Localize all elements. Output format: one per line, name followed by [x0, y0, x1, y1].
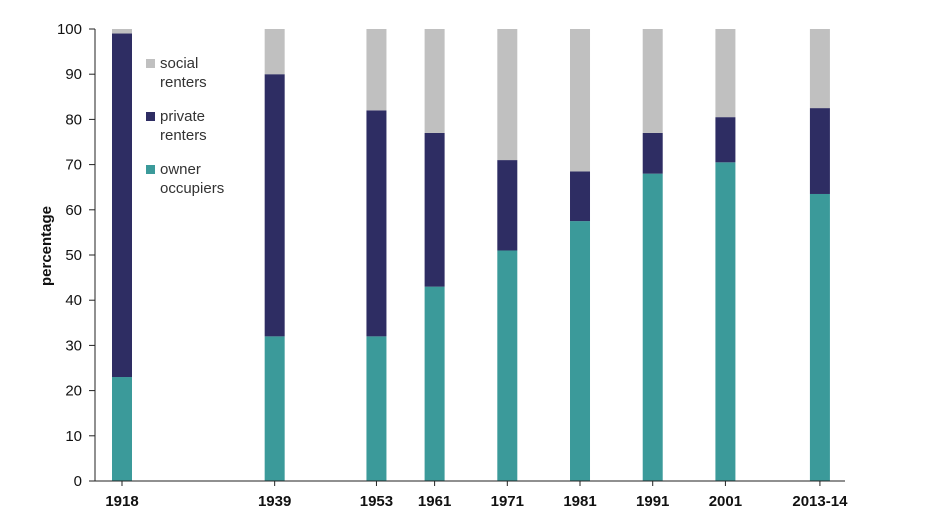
x-tick-label-2013-14: 2013-14	[792, 493, 848, 510]
bar-segment-owner-occupiers-1991	[642, 173, 663, 481]
bar-segment-social-renters-2001	[715, 29, 736, 118]
bar-segment-social-renters-1953	[366, 29, 387, 111]
bar-segment-social-renters-1961	[424, 29, 445, 133]
bar-segment-private-renters-1971	[497, 160, 518, 251]
x-tick-label-1939: 1939	[258, 493, 291, 510]
bar-segment-private-renters-1991	[642, 132, 663, 174]
legend-label-line1: owner	[160, 161, 201, 178]
y-tick-label: 50	[65, 247, 82, 264]
y-tick-label: 40	[65, 292, 82, 309]
x-tick-label-1961: 1961	[418, 493, 451, 510]
legend-label-line2: renters	[160, 127, 207, 144]
bar-segment-owner-occupiers-2013-14	[809, 193, 830, 482]
bar-segment-owner-occupiers-1981	[570, 221, 591, 481]
x-tick-label-1918: 1918	[105, 493, 138, 510]
bar-segment-owner-occupiers-1971	[497, 250, 518, 481]
bar-segment-social-renters-1991	[642, 29, 663, 133]
legend-label-line1: private	[160, 108, 205, 125]
x-tick-label-2001: 2001	[709, 493, 742, 510]
x-tick-label-1981: 1981	[563, 493, 596, 510]
legend-label-line2: occupiers	[160, 180, 224, 197]
y-tick-label: 20	[65, 383, 82, 400]
bar-segment-private-renters-1981	[570, 171, 591, 222]
bar-segment-owner-occupiers-2001	[715, 162, 736, 481]
bar-segment-social-renters-1981	[570, 29, 591, 172]
bar-segment-owner-occupiers-1918	[112, 377, 132, 481]
x-tick-label-1953: 1953	[360, 493, 393, 510]
y-tick-label: 90	[65, 66, 82, 83]
bar-segment-owner-occupiers-1961	[424, 286, 445, 481]
bars	[112, 29, 830, 482]
bar-segment-private-renters-1918	[112, 33, 132, 378]
x-tick-label-1971: 1971	[491, 493, 524, 510]
bar-segment-private-renters-1953	[366, 110, 387, 337]
legend-swatch	[146, 165, 155, 174]
bar-segment-private-renters-2013-14	[809, 108, 830, 194]
legend-label-line1: social	[160, 55, 198, 72]
bar-segment-private-renters-2001	[715, 117, 736, 163]
y-tick-label: 100	[57, 21, 82, 38]
y-tick-label: 10	[65, 428, 82, 445]
bar-segment-social-renters-1939	[264, 29, 285, 75]
bar-segment-social-renters-1918	[112, 29, 132, 34]
y-tick-label: 70	[65, 157, 82, 174]
y-tick-label: 80	[65, 111, 82, 128]
legend: social renters private renters owner occupier…	[146, 55, 224, 197]
y-tick-label: 30	[65, 337, 82, 354]
legend-swatch	[146, 59, 155, 68]
y-axis-title: percentage	[38, 206, 55, 286]
legend-label-line2: renters	[160, 74, 207, 91]
bar-segment-private-renters-1961	[424, 132, 445, 287]
bar-segment-owner-occupiers-1939	[264, 336, 285, 481]
x-tick-label-1991: 1991	[636, 493, 669, 510]
bar-segment-social-renters-1971	[497, 29, 518, 161]
bar-segment-private-renters-1939	[264, 74, 285, 337]
y-axis-ticks: 0 10 20 30 40 50 60 70 80 90 100	[57, 21, 95, 490]
x-axis-labels: 1918 1939 1953 1961 1971 1981 1991 2001 2013-14	[105, 481, 848, 510]
legend-swatch	[146, 112, 155, 121]
bar-segment-social-renters-2013-14	[809, 29, 830, 109]
y-tick-label: 0	[74, 473, 82, 490]
bar-segment-owner-occupiers-1953	[366, 336, 387, 481]
y-tick-label: 60	[65, 202, 82, 219]
